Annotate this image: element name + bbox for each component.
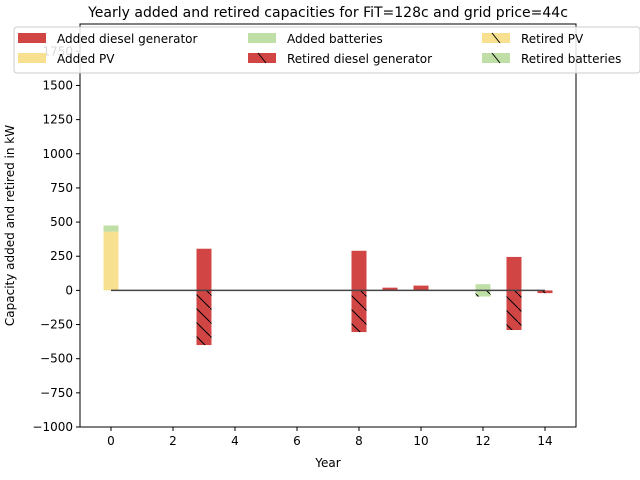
bar-hatch-3-14	[537, 290, 553, 294]
bar-added-diesel-generator-3	[196, 248, 212, 291]
y-tick-label: 750	[50, 181, 73, 195]
legend-label: Added PV	[57, 52, 115, 66]
bar-hatch-5-12	[475, 290, 491, 297]
y-axis-label: Capacity added and retired in kW	[3, 125, 17, 326]
y-axis: −1000−750−500−25002505007501000125015001…	[32, 44, 80, 434]
legend-label: Added batteries	[287, 32, 383, 46]
bar-added-diesel-generator-13	[506, 256, 522, 291]
bar-added-diesel-generator-10	[413, 285, 429, 291]
bar-hatch-3-3	[196, 290, 212, 346]
bars-layer	[103, 225, 553, 346]
y-tick-label: 1000	[42, 147, 73, 161]
x-tick-label: 14	[537, 434, 552, 448]
x-tick-label: 4	[231, 434, 239, 448]
chart-title: Yearly added and retired capacities for …	[87, 5, 568, 21]
legend-swatch-hatch	[257, 52, 267, 64]
bar-hatch-3-13	[506, 290, 522, 331]
x-axis: 0 2 4 6 8 10 12 14	[107, 427, 553, 448]
legend-label: Added diesel generator	[57, 32, 197, 46]
legend-label: Retired diesel generator	[287, 52, 432, 66]
y-tick-label: 1250	[42, 113, 73, 127]
legend: Added diesel generator Added PV Added batt…	[13, 26, 640, 74]
legend-label: Retired PV	[521, 32, 584, 46]
bar-added-diesel-generator-9	[382, 287, 398, 291]
y-tick-label: −250	[40, 318, 73, 332]
x-tick-label: 2	[169, 434, 177, 448]
legend-swatch	[18, 33, 46, 43]
bar-added-diesel-generator-8	[351, 250, 367, 291]
x-tick-label: 8	[355, 434, 363, 448]
x-tick-label: 6	[293, 434, 301, 448]
y-tick-label: 0	[65, 283, 73, 297]
y-tick-label: 500	[50, 215, 73, 229]
x-axis-label: Year	[314, 456, 340, 470]
x-tick-label: 0	[107, 434, 115, 448]
y-tick-label: 250	[50, 249, 73, 263]
y-tick-label: 1500	[42, 78, 73, 92]
y-tick-label: −750	[40, 386, 73, 400]
legend-swatch	[248, 33, 276, 43]
y-tick-label: −1000	[32, 420, 73, 434]
legend-swatch-hatch	[491, 52, 501, 64]
plot-frame	[79, 23, 577, 428]
x-tick-label: 12	[475, 434, 490, 448]
bar-added-batteries-12	[475, 284, 491, 291]
legend-swatch-hatch	[491, 32, 501, 44]
bar-added-pv-0	[103, 231, 119, 291]
y-tick-label: −500	[40, 352, 73, 366]
bar-hatch-3-8	[351, 290, 367, 333]
bar-added-batteries-0	[103, 225, 119, 232]
x-tick-label: 10	[413, 434, 428, 448]
legend-label: Retired batteries	[521, 52, 621, 66]
legend-swatch	[18, 53, 46, 63]
